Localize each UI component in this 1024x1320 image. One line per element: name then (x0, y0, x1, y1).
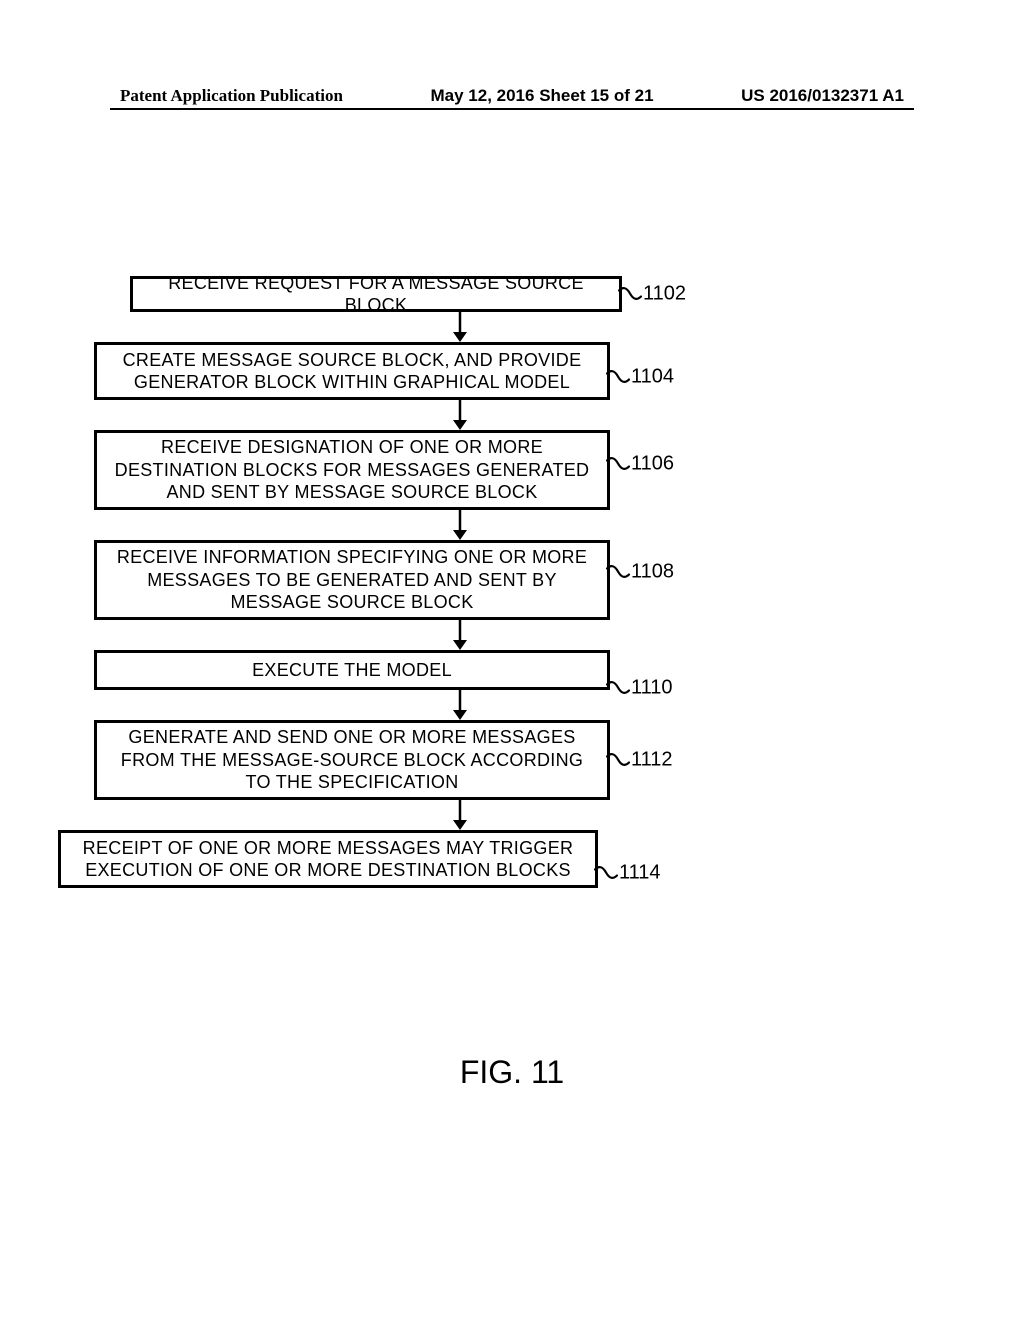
ref-number: 1112 (631, 749, 673, 772)
page-header: Patent Application Publication May 12, 2… (0, 86, 1024, 106)
ref-label: 1110 (606, 677, 673, 700)
connector-arrow (459, 510, 461, 540)
flow-box: RECEIVE REQUEST FOR A MESSAGE SOURCE BLO… (130, 276, 622, 312)
header-mid: May 12, 2016 Sheet 15 of 21 (431, 86, 654, 106)
connector-arrow (459, 620, 461, 650)
flow-box: EXECUTE THE MODEL (94, 650, 610, 690)
ref-label: 1102 (618, 283, 686, 306)
ref-label: 1112 (606, 749, 673, 772)
flow-step-1108: RECEIVE INFORMATION SPECIFYING ONE OR MO… (94, 540, 610, 620)
ref-number: 1102 (643, 283, 686, 306)
flow-box: RECEIVE DESIGNATION OF ONE OR MOREDESTIN… (94, 430, 610, 510)
ref-number: 1108 (631, 561, 674, 584)
flow-step-1112: GENERATE AND SEND ONE OR MORE MESSAGESFR… (94, 720, 610, 800)
header-right: US 2016/0132371 A1 (741, 86, 904, 106)
ref-label: 1114 (594, 862, 661, 885)
figure-label: FIG. 11 (0, 1054, 1024, 1091)
flow-box: GENERATE AND SEND ONE OR MORE MESSAGESFR… (94, 720, 610, 800)
flowchart: RECEIVE REQUEST FOR A MESSAGE SOURCE BLO… (0, 276, 1024, 888)
connector-arrow (459, 400, 461, 430)
ref-number: 1114 (619, 862, 661, 885)
flow-step-1114: RECEIPT OF ONE OR MORE MESSAGES MAY TRIG… (58, 830, 598, 888)
connector-arrow (459, 800, 461, 830)
flow-step-1106: RECEIVE DESIGNATION OF ONE OR MOREDESTIN… (94, 430, 610, 510)
ref-label: 1108 (606, 561, 674, 584)
flow-step-1110: EXECUTE THE MODEL1110 (94, 650, 610, 690)
ref-label: 1104 (606, 366, 674, 389)
flow-box: CREATE MESSAGE SOURCE BLOCK, AND PROVIDE… (94, 342, 610, 400)
header-rule (110, 108, 914, 110)
flow-box: RECEIPT OF ONE OR MORE MESSAGES MAY TRIG… (58, 830, 598, 888)
flow-step-1102: RECEIVE REQUEST FOR A MESSAGE SOURCE BLO… (130, 276, 622, 312)
ref-number: 1110 (631, 677, 673, 700)
header-left: Patent Application Publication (120, 86, 343, 106)
ref-label: 1106 (606, 453, 674, 476)
flow-box: RECEIVE INFORMATION SPECIFYING ONE OR MO… (94, 540, 610, 620)
connector-arrow (459, 690, 461, 720)
ref-number: 1106 (631, 453, 674, 476)
connector-arrow (459, 312, 461, 342)
flow-step-1104: CREATE MESSAGE SOURCE BLOCK, AND PROVIDE… (94, 342, 610, 400)
ref-number: 1104 (631, 366, 674, 389)
page: Patent Application Publication May 12, 2… (0, 0, 1024, 1320)
